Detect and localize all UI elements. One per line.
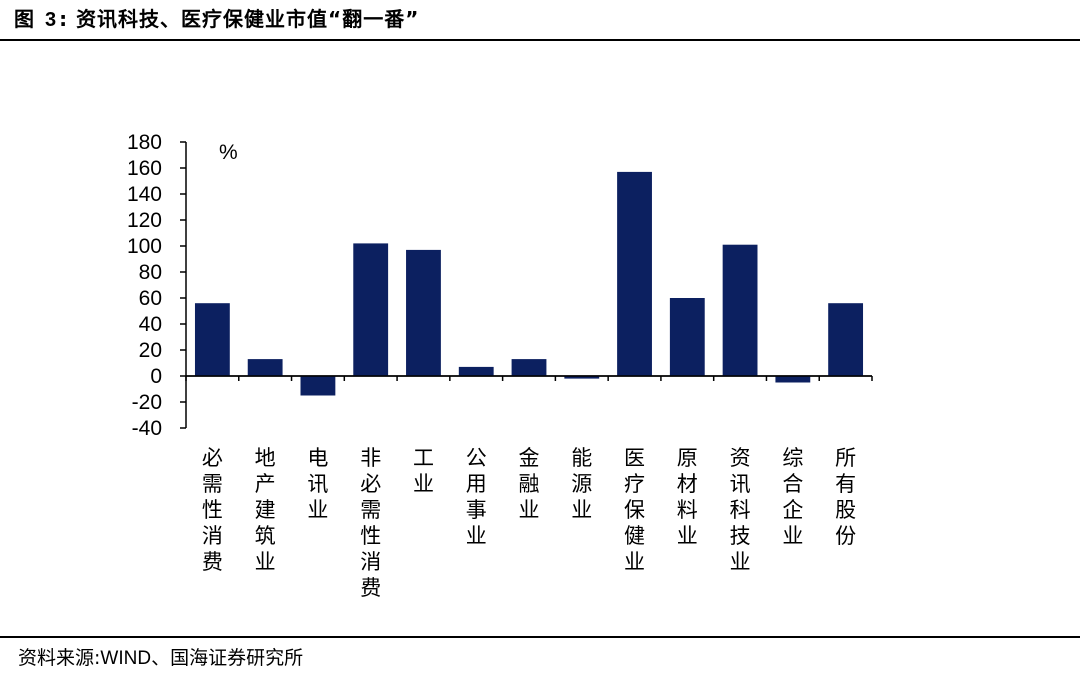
category-labels: 必需性消费 地产建筑业 电讯业 非必需性消费 工业 公用事业 金融业 能源业 医疗保健业 原材料业… <box>202 446 856 600</box>
figure-prefix: 图 <box>14 7 35 31</box>
y-tick-label: 80 <box>139 261 162 284</box>
y-tick-label: -40 <box>132 417 162 440</box>
y-tick-label: 180 <box>127 131 162 154</box>
bar <box>617 171 652 376</box>
source-rest: 、国海证券研究所 <box>151 647 304 669</box>
bar <box>564 376 600 379</box>
source-latin: WIND <box>100 648 152 669</box>
bar-series <box>186 171 872 396</box>
y-tick-label: 0 <box>150 365 162 388</box>
figure-title: 图 3: 资讯科技、医疗保健业市值“翻一番” <box>14 4 419 34</box>
category-label: 原材料业 <box>677 446 698 548</box>
category-label: 综合企业 <box>782 446 803 548</box>
source-note: 资料来源:WIND、国海证券研究所 <box>18 644 303 672</box>
y-tick-label: 60 <box>139 287 162 310</box>
y-unit-label: % <box>219 141 238 164</box>
category-label: 资讯科技业 <box>730 446 751 574</box>
y-tick-label: 40 <box>139 313 162 336</box>
category-label: 所有股份 <box>835 446 856 548</box>
bar <box>669 298 705 376</box>
top-rule <box>0 39 1080 41</box>
bar <box>722 244 758 376</box>
category-label: 地产建筑业 <box>255 446 276 574</box>
figure-title-text: 资讯科技、医疗保健业市值“翻一番” <box>76 7 420 31</box>
y-axis: 180 160 140 120 100 80 60 40 20 0 -20 -40 <box>127 131 187 440</box>
bar <box>353 243 389 376</box>
category-label: 医疗保健业 <box>624 446 645 574</box>
y-tick-label: 160 <box>127 157 162 180</box>
bar <box>458 366 494 376</box>
bottom-rule <box>0 636 1080 638</box>
bar <box>194 303 230 376</box>
y-tick-label: 100 <box>127 235 162 258</box>
category-label: 电讯业 <box>307 446 328 522</box>
figure-separator: : <box>59 7 69 31</box>
bar <box>406 249 441 376</box>
category-label: 金融业 <box>519 446 540 522</box>
category-label: 工业 <box>413 446 434 496</box>
bar <box>300 376 336 396</box>
category-label: 非必需性消费 <box>360 446 381 600</box>
bar <box>247 359 283 376</box>
y-tick-label: 140 <box>127 183 162 206</box>
source-prefix: 资料来源: <box>18 647 101 669</box>
bar <box>775 376 811 383</box>
bar <box>828 303 864 376</box>
category-label: 公用事业 <box>466 446 487 548</box>
y-tick-label: 120 <box>127 209 162 232</box>
y-tick-label: -20 <box>132 391 162 414</box>
figure-number: 3 <box>44 9 58 31</box>
category-label: 必需性消费 <box>202 446 223 574</box>
category-label: 能源业 <box>571 446 592 522</box>
bar <box>511 359 547 376</box>
y-tick-label: 20 <box>139 339 162 362</box>
